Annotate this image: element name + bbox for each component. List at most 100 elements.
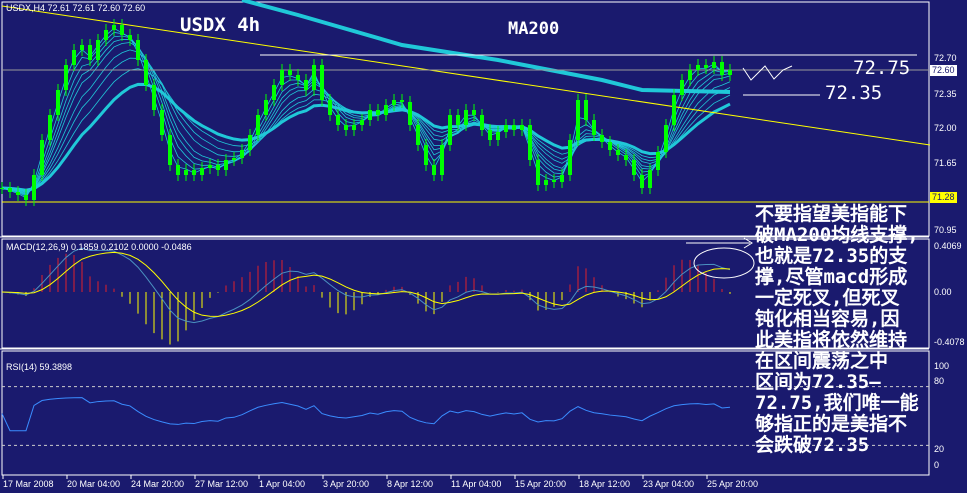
y-tick: 72.70: [934, 53, 957, 63]
analysis-note: 不要指望美指能下 破MA200均线支撑, 也就是72.35的支 撑,尽管macd…: [755, 203, 919, 456]
candle-body: [616, 150, 620, 155]
candle-body: [536, 160, 540, 185]
macd-tick: 0.4069: [934, 241, 962, 251]
y-tick: 71.65: [934, 158, 957, 168]
candle-body: [512, 125, 516, 130]
rsi-tick: 0: [934, 460, 940, 470]
rsi-panel: [1, 350, 930, 476]
candle-body: [288, 70, 292, 75]
time-tick-label: 24 Mar 20:00: [131, 479, 185, 489]
candle-body: [264, 100, 268, 115]
candle-body: [688, 70, 692, 80]
candle-body: [392, 100, 396, 105]
y-tick: 72.35: [934, 89, 957, 99]
candle-body: [528, 125, 532, 160]
y-tick: 70.95: [934, 225, 957, 235]
candle-body: [136, 40, 140, 60]
candle-body: [384, 105, 388, 115]
symbol-header: USDX,H4 72.61 72.61 72.60 72.60: [6, 3, 146, 13]
candle-body: [32, 175, 36, 200]
candle-body: [360, 120, 364, 125]
candle-body: [192, 170, 196, 175]
candle-body: [424, 145, 428, 165]
candle-body: [168, 135, 172, 165]
price-panel: [1, 1, 930, 237]
candle-body: [80, 45, 84, 50]
candle-body: [464, 110, 468, 125]
candle-body: [368, 110, 372, 120]
candle-body: [376, 110, 380, 115]
macd-panel: [1, 238, 930, 349]
candle-body: [544, 180, 548, 185]
time-tick-label: 3 Apr 20:00: [323, 479, 370, 489]
candle-body: [16, 192, 20, 195]
candle-body: [48, 115, 52, 140]
candle-body: [24, 195, 28, 200]
candle-body: [720, 62, 724, 75]
candle-body: [472, 110, 476, 115]
rsi-tick: 100: [934, 361, 950, 371]
candle-body: [256, 115, 260, 135]
candle-body: [416, 125, 420, 145]
candle-body: [72, 50, 76, 65]
time-tick-label: 27 Mar 12:00: [195, 479, 249, 489]
time-tick-label: 20 Mar 04:00: [67, 479, 121, 489]
candle-body: [184, 170, 188, 175]
candle-body: [160, 110, 164, 135]
rsi-tick: 80: [934, 376, 945, 386]
time-tick-label: 11 Apr 04:00: [451, 479, 502, 489]
candle-body: [240, 150, 244, 158]
candle-body: [600, 135, 604, 142]
chart-title: USDX 4h: [180, 14, 261, 36]
candle-body: [696, 65, 700, 70]
candle-body: [672, 95, 676, 125]
candle-body: [448, 115, 452, 145]
candle-body: [656, 152, 660, 170]
arrow-head-icon: [743, 237, 753, 249]
time-tick-label: 15 Apr 20:00: [515, 479, 567, 489]
candle-body: [216, 165, 220, 170]
candle-body: [480, 115, 484, 130]
time-tick-label: 25 Apr 20:00: [707, 479, 759, 489]
candle-body: [496, 132, 500, 140]
candle-body: [304, 80, 308, 90]
candle-body: [224, 160, 228, 170]
candle-body: [152, 85, 156, 110]
candle-body: [312, 65, 316, 90]
macd-label: MACD(12,26,9) 0.1859 0.2102 0.0000 -0.04…: [6, 242, 192, 252]
candle-body: [456, 115, 460, 125]
candle-body: [208, 165, 212, 168]
ma200-label: MA200: [508, 19, 560, 39]
macd-highlight-ellipse: [693, 247, 755, 279]
y-tick: 72.00: [934, 123, 957, 133]
candle-body: [728, 70, 732, 75]
ema-line: [1, 39, 731, 195]
resistance-label: 72.75: [853, 57, 911, 79]
support-label: 72.35: [825, 82, 883, 104]
candle-body: [200, 168, 204, 175]
candle-body: [648, 170, 652, 188]
candle-body: [520, 125, 524, 130]
candle-body: [504, 125, 508, 132]
candle-body: [488, 130, 492, 140]
candle-body: [624, 155, 628, 160]
candle-body: [560, 175, 564, 182]
trendline: [1, 5, 931, 146]
candle-body: [584, 100, 588, 120]
candle-body: [56, 90, 60, 115]
macd-tick: 0.00: [934, 287, 952, 297]
rsi-label: RSI(14) 59.3898: [6, 362, 73, 372]
time-tick-label: 18 Apr 12:00: [579, 479, 631, 489]
candle-body: [0, 188, 4, 189]
candle-body: [88, 45, 92, 60]
candle-body: [680, 80, 684, 95]
candle-body: [232, 158, 236, 160]
candle-body: [664, 125, 668, 152]
candle-body: [280, 70, 284, 85]
candle-body: [328, 100, 332, 115]
candle-body: [112, 25, 116, 30]
candle-body: [320, 65, 324, 100]
candle-body: [104, 30, 108, 40]
ema-line: [1, 57, 731, 193]
